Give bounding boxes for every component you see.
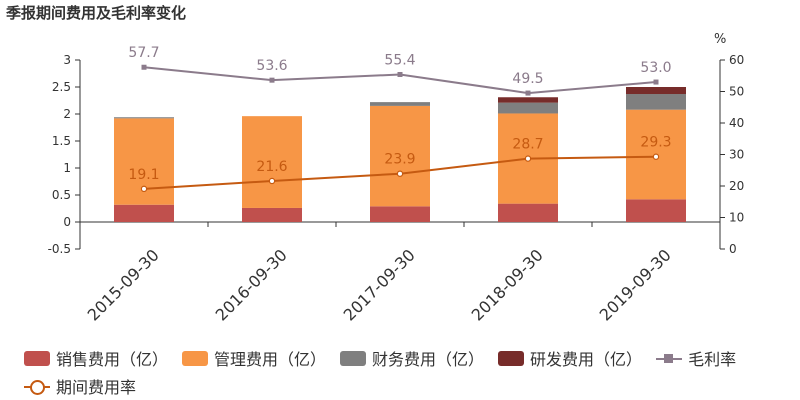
data-label-毛利率: 53.0 (640, 60, 671, 76)
left-tick-label: 2 (63, 107, 71, 121)
legend-label: 期间费用率 (56, 378, 137, 397)
point-期间费用率 (268, 177, 276, 185)
point-毛利率 (397, 71, 403, 77)
right-tick-label: 40 (729, 116, 744, 130)
legend-item[interactable]: 财务费用（亿） (340, 344, 484, 372)
legend-marker (30, 379, 45, 395)
left-tick-label: 0 (63, 215, 71, 229)
right-tick-label: 50 (729, 85, 744, 99)
bar-1-2018-09-30 (498, 203, 558, 222)
data-label-期间费用率: 28.7 (512, 137, 543, 153)
right-tick-label: 0 (729, 242, 737, 256)
chart-legend: 销售费用（亿） 管理费用（亿） 财务费用（亿） 研发费用（亿） 毛利率期间费用率 (24, 344, 794, 400)
legend-item[interactable]: 期间费用率 (24, 372, 136, 400)
bar-1-2015-09-30 (114, 204, 174, 222)
left-tick-label: 2.5 (52, 80, 71, 94)
legend-item[interactable]: 销售费用（亿） (24, 344, 168, 372)
line-毛利率 (143, 66, 657, 95)
legend-swatch (340, 350, 367, 366)
legend-swatch (498, 350, 525, 366)
bar-1-2019-09-30 (626, 199, 686, 222)
data-label-毛利率: 57.7 (128, 45, 159, 61)
point-期间费用率 (652, 153, 660, 160)
bar-2-2016-09-30 (242, 116, 302, 208)
legend-marker (664, 353, 674, 363)
left-tick-label: 0.5 (52, 188, 71, 202)
data-label-期间费用率: 19.1 (128, 167, 159, 183)
data-label-期间费用率: 23.9 (384, 152, 415, 168)
bar-4-2019-09-30 (626, 87, 686, 95)
right-tick-label: 60 (729, 53, 744, 67)
point-毛利率 (269, 77, 275, 83)
x-tick-label: 2018-09-30 (468, 245, 547, 324)
legend-item[interactable]: 研发费用（亿） (498, 344, 642, 372)
left-tick-label: 3 (63, 53, 71, 67)
legend-label: 销售费用（亿） (56, 350, 169, 369)
point-毛利率 (525, 90, 531, 96)
bar-1-2016-09-30 (242, 207, 302, 222)
legend-line-marker (656, 351, 683, 366)
bar-3-2018-09-30 (498, 102, 558, 114)
point-期间费用率 (524, 155, 532, 162)
legend-label: 研发费用（亿） (530, 350, 643, 369)
data-label-毛利率: 53.6 (256, 58, 287, 74)
x-tick-label: 2019-09-30 (596, 245, 675, 324)
legend-label: 毛利率 (688, 350, 737, 369)
left-tick-label: 1.5 (52, 134, 71, 148)
legend-label: 管理费用（亿） (214, 350, 327, 369)
point-毛利率 (141, 64, 147, 70)
bar-3-2017-09-30 (370, 102, 430, 106)
legend-swatch (182, 350, 209, 366)
x-tick-label: 2017-09-30 (340, 245, 419, 324)
point-期间费用率 (140, 185, 148, 193)
point-期间费用率 (396, 170, 404, 177)
data-label-毛利率: 55.4 (384, 52, 415, 68)
data-label-期间费用率: 29.3 (640, 135, 671, 151)
legend-line-marker (24, 379, 50, 395)
right-tick-label: 20 (729, 179, 744, 193)
bar-1-2017-09-30 (370, 206, 430, 222)
bar-4-2018-09-30 (498, 97, 558, 103)
data-label-毛利率: 49.5 (512, 71, 543, 87)
bar-2-2017-09-30 (370, 105, 430, 207)
right-tick-label: 30 (729, 148, 744, 162)
right-tick-label: 10 (729, 211, 744, 225)
legend-item[interactable]: 管理费用（亿） (182, 344, 326, 372)
legend-swatch (24, 350, 50, 366)
bar-3-2019-09-30 (626, 94, 686, 110)
legend-label: 财务费用（亿） (372, 350, 485, 369)
left-tick-label: 1 (63, 161, 71, 175)
x-tick-label: 2015-09-30 (84, 245, 163, 324)
bar-3-2015-09-30 (114, 117, 174, 119)
legend-item[interactable]: 毛利率 (656, 344, 736, 372)
point-毛利率 (653, 79, 659, 85)
chart-title: 季报期间费用及毛利率变化 (6, 4, 187, 22)
left-tick-label: -0.5 (48, 242, 71, 256)
x-tick-label: 2016-09-30 (212, 245, 291, 324)
data-label-期间费用率: 21.6 (256, 159, 287, 175)
right-axis-label: % (714, 32, 726, 47)
